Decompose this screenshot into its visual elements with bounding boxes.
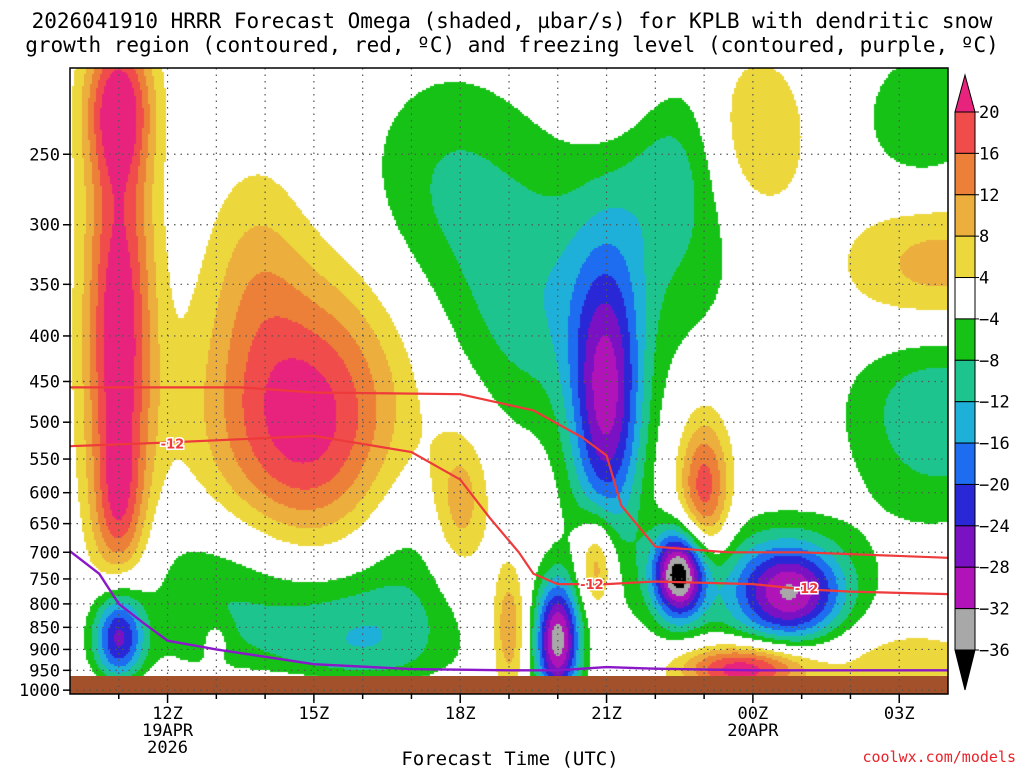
colorbar-swatch xyxy=(954,318,976,361)
colorbar-swatch xyxy=(954,608,976,651)
chart-title-line1: 2026041910 HRRR Forecast Omega (shaded, … xyxy=(32,9,993,33)
colorbar-swatch xyxy=(954,359,976,403)
x-tick-label: 12Z xyxy=(152,704,183,724)
x-tick-date: 20APR xyxy=(727,721,779,741)
x-tick-label: 15Z xyxy=(299,704,330,724)
x-tick-label: 00Z xyxy=(738,704,769,724)
ground-surface xyxy=(70,676,948,694)
colorbar-label: 12 xyxy=(979,186,999,206)
y-tick-label: 800 xyxy=(29,595,60,615)
colorbar-label: −24 xyxy=(979,517,1010,537)
freezing-level-contour xyxy=(70,550,948,672)
contour-label: -12 xyxy=(161,437,185,452)
colorbar-label: 4 xyxy=(979,269,989,289)
colorbar-label: 20 xyxy=(979,103,999,123)
y-tick-label: 950 xyxy=(29,661,60,681)
colorbar-swatch xyxy=(954,152,976,196)
chart-title-line2: growth region (contoured, red, ºC) and f… xyxy=(25,33,999,57)
colorbar-label: 8 xyxy=(979,227,989,247)
colorbar-label: 16 xyxy=(979,144,999,164)
colorbar-label: −36 xyxy=(979,641,1010,661)
colorbar-swatch xyxy=(954,401,976,444)
y-tick-label: 850 xyxy=(29,618,60,638)
y-tick-label: 350 xyxy=(29,275,60,295)
colorbar-swatch xyxy=(954,525,976,568)
y-tick-label: 500 xyxy=(29,413,60,433)
dgz-bottom-contour xyxy=(70,434,948,596)
colorbar-legend: 20 16 12 8 4 −4 −8 −12 −16 −20 −24 −28 −32 −36 xyxy=(954,73,1010,691)
colorbar-label: −4 xyxy=(979,310,999,330)
dgz-top-contour xyxy=(70,386,948,559)
contour-lines xyxy=(70,386,948,672)
colorbar-swatch xyxy=(954,566,976,610)
contour-labels: -12 -12 -12 xyxy=(159,436,820,599)
colorbar-swatch xyxy=(954,111,976,154)
colorbar-swatch xyxy=(954,235,976,279)
colorbar-swatch xyxy=(954,442,976,485)
colorbar-label: −12 xyxy=(979,393,1010,413)
x-tick-date: 19APR xyxy=(142,721,194,741)
colorbar-label: −8 xyxy=(979,351,999,371)
colorbar-label: −28 xyxy=(979,558,1010,578)
colorbar-top-arrow xyxy=(954,73,976,113)
contour-label: -12 xyxy=(580,578,604,593)
y-axis-ticks: 2503003504004505005506006507007508008509… xyxy=(19,145,70,701)
y-tick-label: 600 xyxy=(29,484,60,504)
y-tick-label: 900 xyxy=(29,640,60,660)
y-tick-label: 1000 xyxy=(19,681,60,701)
x-tick-label: 21Z xyxy=(591,704,622,724)
colorbar-label: −32 xyxy=(979,600,1010,620)
x-tick-label: 03Z xyxy=(884,704,915,724)
y-tick-label: 300 xyxy=(29,216,60,236)
credit-text: coolwx.com/models xyxy=(862,748,1016,766)
colorbar-swatch xyxy=(954,194,976,237)
y-tick-label: 400 xyxy=(29,327,60,347)
y-tick-label: 450 xyxy=(29,372,60,392)
y-tick-label: 550 xyxy=(29,450,60,470)
x-tick-label: 18Z xyxy=(445,704,476,724)
x-tick-year: 2026 xyxy=(147,738,188,758)
grid-lines xyxy=(70,68,948,694)
y-tick-label: 650 xyxy=(29,515,60,535)
y-tick-label: 250 xyxy=(29,145,60,165)
colorbar-swatch xyxy=(954,277,976,320)
colorbar-label: −16 xyxy=(979,434,1010,454)
y-tick-label: 750 xyxy=(29,570,60,590)
contour-label: -12 xyxy=(795,582,819,597)
colorbar-bottom-arrow xyxy=(954,649,976,691)
colorbar-swatch xyxy=(954,483,976,527)
colorbar-label: −20 xyxy=(979,475,1010,495)
y-tick-label: 700 xyxy=(29,543,60,563)
x-axis-label: Forecast Time (UTC) xyxy=(401,748,618,768)
